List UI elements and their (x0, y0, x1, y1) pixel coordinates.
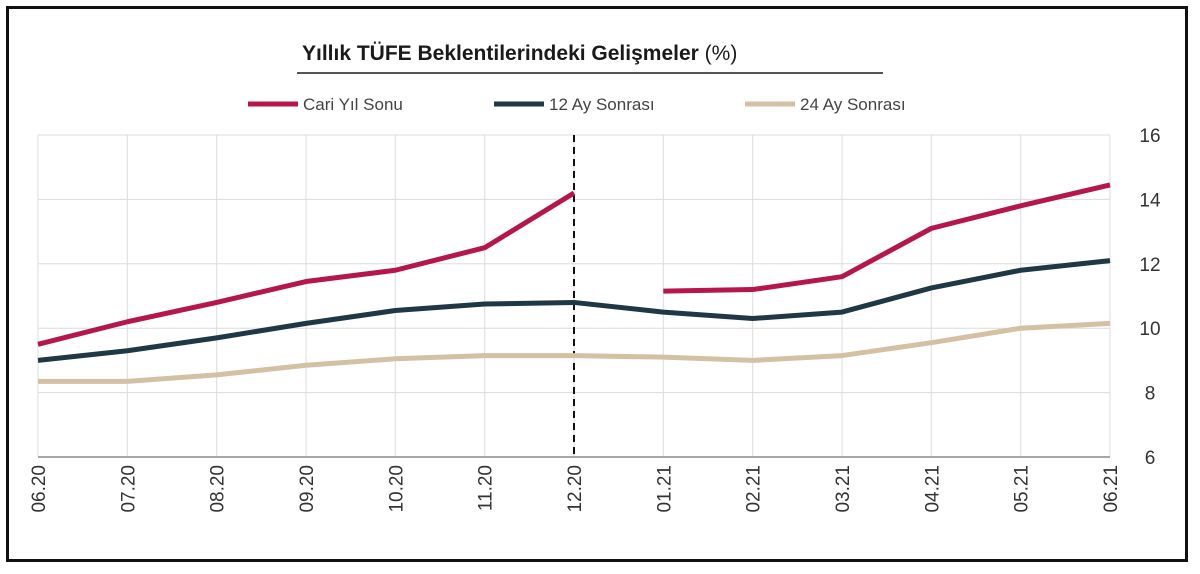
x-tick-label: 03.21 (833, 465, 854, 513)
title-underline (297, 72, 883, 74)
legend-label: 12 Ay Sonrası (549, 95, 655, 114)
y-tick-label: 12 (1139, 255, 1160, 276)
y-tick-label: 6 (1145, 448, 1156, 469)
x-tick-label: 09.20 (297, 465, 318, 513)
x-tick-label: 06.21 (1101, 465, 1122, 513)
x-tick-label: 10.20 (386, 465, 407, 513)
chart-title-unit: (%) (704, 42, 738, 65)
legend-label: Cari Yıl Sonu (303, 95, 403, 114)
x-tick-label: 11.20 (476, 465, 497, 511)
chart-title-text: Yıllık TÜFE Beklentilerindeki Gelişmeler (302, 42, 699, 65)
x-tick-label: 02.21 (744, 465, 765, 513)
x-tick-label: 08.20 (208, 465, 229, 513)
series-line-cari-y-l-sonu (663, 182, 1111, 294)
y-tick-label: 14 (1139, 190, 1161, 211)
x-tick-label: 06.20 (29, 465, 50, 513)
x-tick-label: 04.21 (922, 465, 943, 513)
legend-label: 24 Ay Sonrası (800, 95, 906, 114)
y-tick-label: 10 (1139, 319, 1160, 340)
y-tick-label: 16 (1139, 126, 1160, 147)
x-tick-label: 12.20 (565, 465, 586, 513)
x-tick-label: 01.21 (654, 465, 675, 513)
chart-frame (6, 6, 1188, 562)
x-tick-label: 05.21 (1012, 465, 1033, 513)
y-tick-label: 8 (1145, 384, 1156, 405)
chart-title: Yıllık TÜFE Beklentilerindeki Gelişmeler… (302, 42, 737, 66)
x-tick-label: 07.20 (118, 465, 139, 513)
